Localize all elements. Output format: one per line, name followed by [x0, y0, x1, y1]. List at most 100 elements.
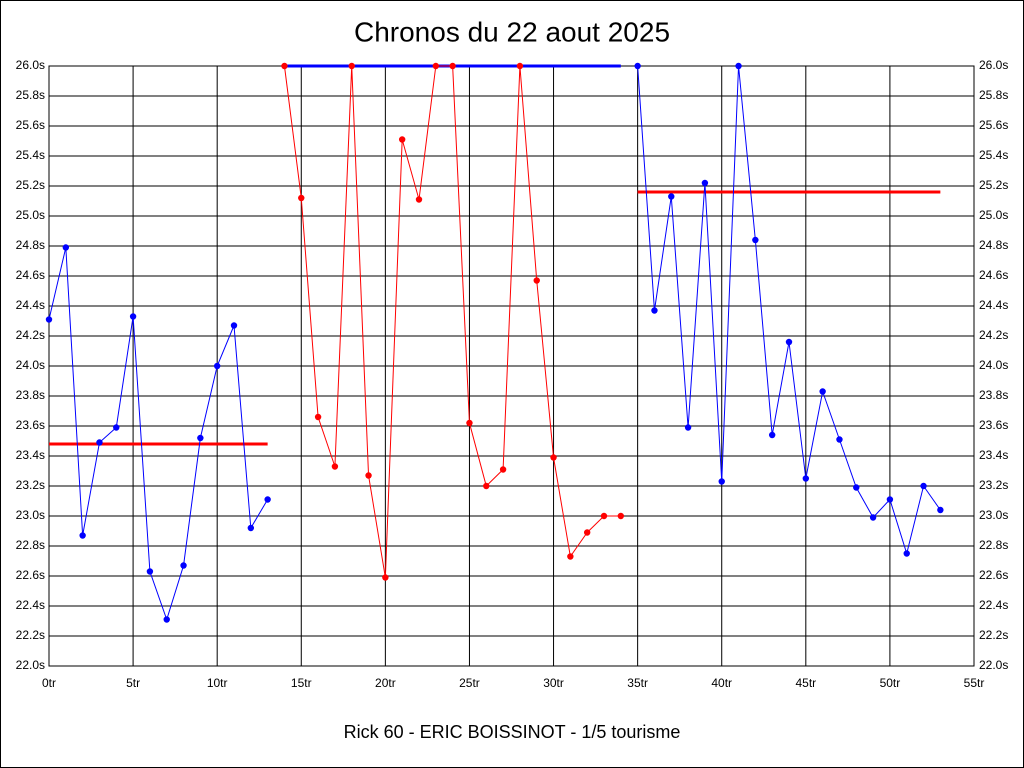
point [819, 388, 826, 395]
point [432, 62, 440, 70]
point [802, 475, 810, 482]
point [382, 574, 389, 581]
point [449, 62, 456, 70]
y-tick-label: 22.4s [16, 598, 45, 612]
x-tick-label: 40tr [711, 676, 732, 690]
point [129, 313, 137, 320]
y2-tick-label: 22.6s [979, 568, 1008, 582]
point [735, 62, 742, 70]
point [331, 463, 339, 470]
x-tick-label: 45tr [795, 676, 816, 690]
point [230, 322, 238, 329]
y2-tick-label: 24.8s [979, 238, 1008, 252]
point [886, 496, 894, 503]
point [853, 484, 860, 491]
y-tick-label: 24.2s [16, 328, 45, 342]
y-tick-label: 23.0s [16, 508, 45, 522]
point [483, 482, 490, 490]
y-tick-label: 24.0s [16, 358, 45, 372]
point [213, 362, 221, 370]
point [314, 413, 322, 421]
y2-tick-label: 23.4s [979, 448, 1008, 462]
point [836, 436, 843, 443]
y-tick-label: 25.2s [16, 178, 45, 192]
point [197, 434, 204, 442]
point [920, 482, 927, 490]
y2-tick-label: 25.4s [979, 148, 1008, 162]
x-tick-label: 35tr [627, 676, 648, 690]
x-tick-label: 25tr [459, 676, 480, 690]
x-tick-label: 5tr [126, 676, 140, 690]
point [163, 616, 170, 623]
point [298, 194, 305, 202]
point [550, 454, 557, 461]
y2-tick-label: 22.4s [979, 598, 1008, 612]
point [684, 424, 692, 431]
y2-tick-label: 22.2s [979, 628, 1008, 642]
y2-tick-label: 24.0s [979, 358, 1008, 372]
y2-tick-label: 25.8s [979, 88, 1008, 102]
y-tick-label: 25.8s [16, 88, 45, 102]
y-tick-label: 22.2s [16, 628, 45, 642]
point [516, 62, 524, 70]
y2-tick-label: 25.6s [979, 118, 1008, 132]
point [45, 316, 53, 323]
y-tick-label: 25.6s [16, 118, 45, 132]
point [718, 478, 725, 485]
point [79, 532, 86, 539]
point [348, 62, 355, 70]
point [567, 553, 574, 560]
y2-tick-label: 23.0s [979, 508, 1008, 522]
point [768, 431, 776, 439]
x-tick-label: 30tr [543, 676, 564, 690]
y-tick-label: 22.8s [16, 538, 45, 552]
point [701, 179, 709, 187]
point [96, 439, 103, 446]
y2-tick-label: 22.0s [979, 658, 1008, 672]
point [903, 550, 910, 557]
point [62, 244, 70, 251]
x-tick-label: 10tr [207, 676, 228, 690]
point [146, 568, 154, 575]
y2-tick-label: 24.6s [979, 268, 1008, 282]
point [247, 524, 255, 532]
chart-title: Chronos du 22 aout 2025 [354, 16, 670, 47]
y2-tick-label: 23.8s [979, 388, 1008, 402]
point [668, 193, 675, 200]
y2-tick-label: 24.4s [979, 298, 1008, 312]
point [113, 424, 120, 431]
y-tick-label: 24.8s [16, 238, 45, 252]
y2-tick-label: 25.0s [979, 208, 1008, 222]
point [533, 277, 540, 284]
y2-tick-label: 25.2s [979, 178, 1008, 192]
point [365, 472, 372, 479]
point [785, 338, 793, 346]
x-tick-label: 0tr [42, 676, 56, 690]
y-tick-label: 24.4s [16, 298, 45, 312]
point [415, 196, 423, 203]
point [180, 562, 187, 569]
point [466, 419, 473, 427]
y2-tick-label: 24.2s [979, 328, 1008, 342]
point [499, 466, 507, 473]
x-tick-label: 15tr [291, 676, 312, 690]
y-tick-label: 24.6s [16, 268, 45, 282]
y2-tick-label: 23.6s [979, 418, 1008, 432]
point [583, 529, 591, 536]
point [264, 496, 271, 503]
y-tick-label: 22.6s [16, 568, 45, 582]
x-axis-label: Rick 60 - ERIC BOISSINOT - 1/5 tourisme [344, 722, 681, 742]
y-tick-label: 23.4s [16, 448, 45, 462]
y2-tick-label: 26.0s [979, 58, 1008, 72]
point [398, 136, 406, 143]
y2-tick-label: 23.2s [979, 478, 1008, 492]
y-tick-label: 25.0s [16, 208, 45, 222]
y-tick-label: 26.0s [16, 58, 45, 72]
x-tick-label: 50tr [880, 676, 901, 690]
x-tick-label: 55tr [964, 676, 985, 690]
point [281, 62, 288, 70]
y-tick-label: 23.8s [16, 388, 45, 402]
x-tick-label: 20tr [375, 676, 396, 690]
